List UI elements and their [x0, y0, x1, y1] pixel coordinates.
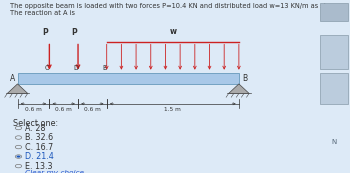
- Text: 0.6 m: 0.6 m: [84, 107, 101, 112]
- Text: 1.5 m: 1.5 m: [164, 107, 181, 112]
- Text: Select one:: Select one:: [13, 119, 58, 128]
- Text: B. 32.6: B. 32.6: [25, 133, 53, 142]
- Text: The opposite beam is loaded with two forces P=10.4 KN and distributed load w=13 : The opposite beam is loaded with two for…: [9, 3, 344, 16]
- Text: A. 28: A. 28: [25, 124, 46, 133]
- Circle shape: [16, 156, 20, 158]
- Polygon shape: [7, 84, 28, 93]
- Text: A: A: [10, 74, 15, 83]
- FancyBboxPatch shape: [320, 3, 349, 21]
- FancyBboxPatch shape: [18, 73, 239, 84]
- FancyBboxPatch shape: [320, 35, 349, 69]
- Text: P: P: [71, 28, 77, 37]
- Text: B: B: [242, 74, 247, 83]
- Text: N: N: [332, 139, 337, 145]
- Text: P: P: [43, 28, 48, 37]
- FancyBboxPatch shape: [320, 73, 349, 104]
- Text: w: w: [169, 27, 176, 36]
- Text: C. 16.7: C. 16.7: [25, 143, 53, 152]
- Text: D: D: [73, 65, 78, 71]
- Text: 0.6 m: 0.6 m: [25, 107, 42, 112]
- Text: 0.6 m: 0.6 m: [55, 107, 72, 112]
- Text: D. 21.4: D. 21.4: [25, 152, 54, 161]
- Text: C: C: [44, 65, 49, 71]
- Text: E. 13.3: E. 13.3: [25, 162, 52, 171]
- Text: E: E: [102, 65, 106, 71]
- Polygon shape: [229, 84, 249, 93]
- Text: Clear my choice: Clear my choice: [26, 170, 84, 173]
